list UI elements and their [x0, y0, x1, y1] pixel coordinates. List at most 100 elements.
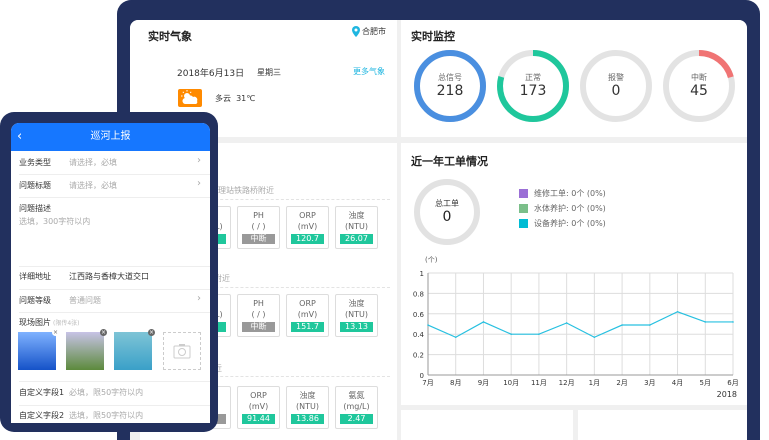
form-row-input[interactable]: 请选择，必填 [69, 158, 117, 167]
description-input[interactable]: 选填，300字符以内 [19, 217, 91, 226]
partly-cloudy-icon [178, 89, 202, 107]
sensor-unit: (NTU) [345, 310, 368, 319]
x-tick-label: 9月 [478, 379, 489, 387]
weather-temperature: 31℃ [236, 94, 256, 103]
sensor-unit: (NTU) [345, 222, 368, 231]
site-group-label: 桥附近 [206, 274, 230, 283]
data-point [649, 324, 651, 326]
weather-condition-text: 多云 [215, 94, 231, 103]
legend-swatch [519, 204, 528, 213]
form-row-label: 问题等级 [19, 296, 51, 305]
donut-arc [497, 50, 569, 122]
sensor-tile[interactable]: 浊度 (NTU) 13.86 [286, 386, 329, 429]
data-point [427, 324, 429, 326]
location-pin-icon [352, 26, 360, 37]
location-selector[interactable]: 合肥市 [352, 26, 386, 37]
sensor-value: 13.13 [340, 322, 373, 332]
form-row-input[interactable]: 必填，限50字符以内 [69, 388, 144, 397]
site-photo[interactable]: × [66, 329, 107, 370]
row-divider [19, 289, 210, 290]
legend-swatch [519, 219, 528, 228]
form-row-label: 自定义字段2 [19, 411, 65, 420]
form-row-input[interactable]: 普通问题 [69, 296, 101, 305]
x-tick-label: 10月 [503, 379, 519, 387]
legend-item: 水体养护: 0个 (0%) [519, 203, 606, 214]
data-point [510, 333, 512, 335]
workorder-title: 近一年工单情况 [411, 155, 488, 168]
x-tick-label: 7月 [422, 379, 433, 387]
group-divider [200, 287, 390, 288]
form-row-input[interactable]: 请选择，必填 [69, 181, 117, 190]
site-photo[interactable]: × [114, 329, 155, 370]
monitor-value: 45 [690, 83, 708, 99]
series-line [427, 311, 733, 338]
form-row-input[interactable]: 选填，限50字符以内 [69, 411, 144, 420]
monitor-card: 实时监控 总信号 218 正常 173 报警 0 中断 45 [401, 20, 747, 137]
chevron-right-icon: › [197, 293, 201, 304]
add-photo-button[interactable] [163, 332, 201, 370]
sensor-value: 151.7 [291, 322, 324, 332]
row-divider [19, 266, 210, 267]
row-divider [19, 381, 210, 382]
remove-photo-icon[interactable]: × [148, 329, 155, 336]
back-arrow-icon[interactable]: ‹ [17, 129, 23, 144]
sensor-tile[interactable]: 氨氮 (mg/L) 2.47 [335, 386, 378, 429]
form-row-label: 现场图片 [19, 318, 51, 327]
y-axis-unit: (个) [425, 256, 438, 264]
data-point [593, 336, 596, 339]
site-photo[interactable]: × [18, 329, 59, 370]
sensor-unit: (mV) [297, 222, 318, 231]
weather-title: 实时气象 [148, 30, 192, 43]
donut-arc [663, 50, 735, 122]
photo-limit-hint: (限传4张) [53, 320, 80, 327]
sensor-value: 26.07 [340, 234, 373, 244]
monitor-label: 报警 [608, 73, 624, 82]
sensor-tile[interactable]: ORP (mV) 91.44 [237, 386, 280, 429]
sensor-unit: (NTU) [296, 402, 319, 411]
y-tick-label: 1 [420, 270, 424, 278]
total-workorder-value: 0 [442, 209, 452, 225]
sensor-name: 浊度 [348, 299, 365, 308]
phone-header: ‹ 巡河上报 [11, 123, 210, 151]
data-point [538, 333, 540, 335]
remove-photo-icon[interactable]: × [52, 329, 59, 336]
sensor-tile[interactable]: 浊度 (NTU) 26.07 [335, 206, 378, 249]
remove-photo-icon[interactable]: × [100, 329, 107, 336]
chevron-right-icon: › [197, 155, 201, 166]
workorder-card: 近一年工单情况 总工单 0 维修工单: 0个 (0%) 水体养护: 0个 (0%)… [401, 143, 747, 405]
phone-title: 巡河上报 [90, 131, 131, 142]
monitor-donut-1 [497, 50, 569, 122]
sensor-unit: (mV) [248, 402, 269, 411]
y-tick-label: 0.8 [413, 290, 424, 298]
data-point [676, 310, 679, 313]
form-row-label: 自定义字段1 [19, 388, 65, 397]
x-tick-label: 3月 [644, 379, 655, 387]
monitor-label: 总信号 [438, 73, 462, 82]
data-point [482, 321, 485, 323]
group-divider [200, 376, 390, 377]
sensor-unit: (mg/L) [343, 402, 370, 411]
sensor-tile[interactable]: ORP (mV) 120.7 [286, 206, 329, 249]
sensor-name: 氨氮 [348, 391, 365, 400]
sensor-tile[interactable]: 浊度 (NTU) 13.13 [335, 294, 378, 337]
sensor-unit: ( / ) [251, 310, 266, 319]
data-point [454, 336, 457, 339]
row-divider [19, 174, 210, 175]
form-row-label: 问题描述 [19, 204, 51, 213]
row-divider [19, 197, 210, 198]
monitor-donut-0 [414, 50, 486, 122]
sensor-unit: ( / ) [251, 222, 266, 231]
sensor-tile[interactable]: PH ( / ) 中断 [237, 206, 280, 249]
sensor-tile[interactable]: PH ( / ) 中断 [237, 294, 280, 337]
sensor-value: 120.7 [291, 234, 324, 244]
x-tick-label: 11月 [531, 379, 547, 387]
more-weather-link[interactable]: 更多气象 [353, 67, 385, 76]
location-name: 合肥市 [362, 27, 386, 36]
camera-icon [173, 344, 191, 359]
weather-date: 2018年6月13日 [177, 69, 245, 79]
address-input[interactable]: 江西路与香樟大道交口 [69, 272, 149, 281]
x-tick-label: 6月 [727, 379, 738, 387]
sensor-tile[interactable]: ORP (mV) 151.7 [286, 294, 329, 337]
sensor-name: ORP [299, 211, 316, 220]
form-row-label: 业务类型 [19, 158, 51, 167]
